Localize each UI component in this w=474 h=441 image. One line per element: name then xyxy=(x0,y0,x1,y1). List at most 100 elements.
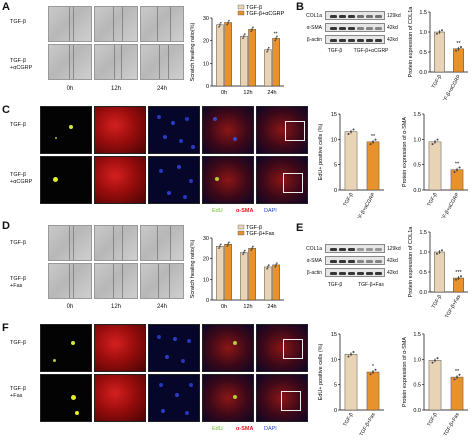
band-b-sma-2 xyxy=(339,27,346,30)
point-0-1-0-2 xyxy=(244,33,246,35)
band-e-col1a-1 xyxy=(330,248,337,251)
point-0-2-1-0 xyxy=(274,39,276,42)
point-0-0-0-0 xyxy=(218,26,220,28)
bar-5-0 xyxy=(434,251,445,293)
chart-d-scratch-healing: 0 10 20 30 Scratch healing ratio(%) 0h 12h 24h T… xyxy=(190,224,284,310)
fluor-dapi-c-2 xyxy=(148,156,200,204)
bar-0-1-1 xyxy=(248,29,256,87)
sig-label-2-1: ** xyxy=(371,134,376,140)
band-b-col1a-6 xyxy=(375,15,382,18)
y-tick-label-0-1: 10 xyxy=(203,61,209,67)
bar-1-1 xyxy=(453,48,464,73)
point-0-0-1-1 xyxy=(227,21,229,24)
fluor-sma-c-1 xyxy=(94,106,146,154)
chart-c-edu: 0 5 10 15 EdU+ positive cells (%) TGF-β TGF-β+… xyxy=(318,112,384,218)
band-e-sma-3 xyxy=(348,260,355,263)
bar-3-0 xyxy=(428,141,442,191)
band-b-actin-6 xyxy=(375,39,382,42)
point-6-0-1 xyxy=(350,353,352,356)
point-5-0-0 xyxy=(436,252,438,255)
kd-b-actin: 42kd xyxy=(387,37,398,43)
fluor-edu-f-1 xyxy=(40,324,92,372)
point-4-2-1-0 xyxy=(274,265,276,268)
point-3-0-1 xyxy=(434,140,436,143)
point-2-0-2 xyxy=(352,128,355,131)
sig-label-3-1: ** xyxy=(455,162,460,168)
scratch-image-a-2-3 xyxy=(140,44,184,80)
band-b-col1a-3 xyxy=(348,15,355,18)
y-tick-label-5-3: 1.5 xyxy=(419,230,427,236)
scratch-image-a-1-3 xyxy=(140,6,184,42)
y-tick-label-3-2: 1.0 xyxy=(413,137,421,143)
time-label-a-24h: 24h xyxy=(156,86,167,92)
bar-6-1 xyxy=(366,371,380,411)
stain-label-c-sma: α-SMA xyxy=(236,208,254,214)
time-label-d-0h: 0h xyxy=(66,304,74,310)
bar-6-0 xyxy=(344,354,358,411)
lane-label-e-1: TGF-β xyxy=(327,282,343,288)
fluor-merge-c-1 xyxy=(202,106,254,154)
point-4-1-0-2 xyxy=(244,249,246,252)
sig-label-7-1: ** xyxy=(455,369,460,375)
fluor-sma-f-1 xyxy=(94,324,146,372)
fluor-edu-c-2 xyxy=(40,156,92,204)
fluor-sma-f-2 xyxy=(94,374,146,422)
x-tick-label-1-1: TGF-β+αCGRP xyxy=(440,73,463,100)
point-4-1-1-1 xyxy=(251,247,253,250)
point-1-1-0 xyxy=(455,49,457,52)
band-e-col1a-4 xyxy=(357,248,364,251)
point-5-1-1 xyxy=(457,277,460,279)
legend-swatch-0-1 xyxy=(237,10,245,16)
sig-label-6-1: * xyxy=(372,364,375,370)
panel-letter-f: F xyxy=(2,322,9,334)
y-tick-label-6-0: 0 xyxy=(334,408,337,414)
y-tick-label-1-0: 0.0 xyxy=(419,70,427,76)
point-6-0-2 xyxy=(352,350,355,353)
x-tick-label-2-0: TGF-β xyxy=(342,192,355,208)
lane-label-b-1: TGF-β xyxy=(327,48,343,54)
point-4-1-1-0 xyxy=(250,249,252,251)
legend-swatch-4-0 xyxy=(237,224,245,230)
stain-label-c-edu: EdU xyxy=(212,208,223,214)
point-6-1-0 xyxy=(369,373,372,376)
kd-e-sma: 42kd xyxy=(387,258,398,264)
point-4-2-1-1 xyxy=(275,264,277,266)
band-b-sma-1 xyxy=(330,27,337,30)
fluor-dapi-f-2 xyxy=(148,374,200,422)
lane-label-b-2: TGF-β+αCGRP xyxy=(353,48,389,54)
time-label-a-0h: 0h xyxy=(66,86,74,92)
point-0-2-1-1 xyxy=(275,37,277,40)
x-tick-label-6-1: TGF-β+Fas xyxy=(359,412,377,438)
y-tick-label-2-0: 0 xyxy=(334,188,337,194)
panel-letter-a: A xyxy=(2,1,10,13)
y-tick-label-5-0: 0.0 xyxy=(419,290,427,296)
bar-4-2-1 xyxy=(272,264,280,301)
y-tick-label-2-1: 5 xyxy=(334,163,337,169)
band-e-sma-6 xyxy=(375,260,382,263)
band-e-actin-3 xyxy=(348,272,355,275)
y-tick-label-7-3: 1.5 xyxy=(413,332,421,338)
fluor-zoom-c-2 xyxy=(256,156,308,204)
bar-0-0-0 xyxy=(216,24,224,87)
y-tick-label-0-0: 0 xyxy=(206,84,209,90)
point-5-0-2 xyxy=(441,249,443,252)
band-e-sma-2 xyxy=(339,260,346,263)
band-b-sma-4 xyxy=(357,27,364,30)
y-tick-label-3-0: 0.0 xyxy=(413,188,421,194)
legend-label-4-0: TGF-β xyxy=(246,225,262,231)
point-7-0-0 xyxy=(431,361,434,364)
point-0-1-1-1 xyxy=(251,28,253,31)
fluor-merge-f-2 xyxy=(202,374,254,422)
bar-7-1 xyxy=(450,376,464,411)
point-4-0-1-2 xyxy=(228,241,230,244)
kd-e-col1a: 129kd xyxy=(387,246,401,252)
x-tick-label-1-0: TGF-β xyxy=(431,74,444,90)
scratch-image-d-1-2 xyxy=(94,225,138,261)
bar-4-2-0 xyxy=(264,266,272,301)
point-1-1-1 xyxy=(457,47,460,50)
point-4-0-0-0 xyxy=(218,247,220,249)
point-0-2-0-2 xyxy=(268,46,270,49)
stain-label-f-sma: α-SMA xyxy=(236,426,254,432)
band-b-col1a-2 xyxy=(339,15,346,18)
legend-label-0-1: TGF-β+αCGRP xyxy=(246,11,285,17)
